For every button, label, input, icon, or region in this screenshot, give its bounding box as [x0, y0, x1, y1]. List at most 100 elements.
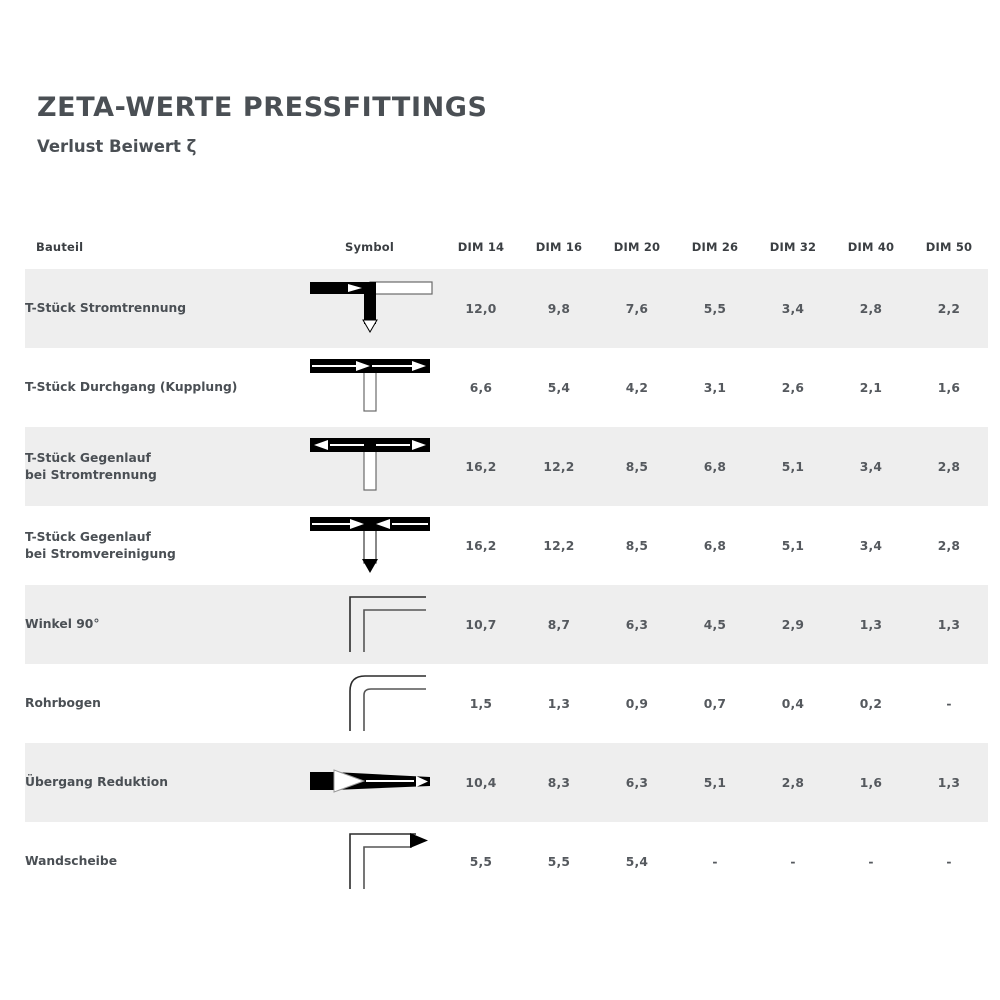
cell-value: 12,2: [520, 506, 598, 585]
cell-value: 0,7: [676, 664, 754, 743]
cell-value: 3,4: [832, 427, 910, 506]
cell-value: 3,4: [832, 506, 910, 585]
tee-counterflow-merge-icon: [304, 511, 436, 577]
cell-value: 4,5: [676, 585, 754, 664]
cell-value: 5,5: [520, 822, 598, 901]
cell-value: 12,2: [520, 427, 598, 506]
tee-branch-split-icon: [304, 274, 436, 340]
column-header-dim-14: DIM 14: [442, 225, 520, 269]
row-symbol: [297, 348, 442, 427]
cell-value: 1,3: [910, 585, 988, 664]
column-header-dim-50: DIM 50: [910, 225, 988, 269]
cell-value: -: [832, 822, 910, 901]
cell-value: -: [676, 822, 754, 901]
reducer-transition-icon: [304, 748, 436, 814]
cell-value: 1,3: [520, 664, 598, 743]
column-header-dim-16: DIM 16: [520, 225, 598, 269]
cell-value: 2,8: [910, 427, 988, 506]
row-label: Wandscheibe: [25, 822, 297, 901]
row-symbol: [297, 427, 442, 506]
row-label-line1: T-Stück Stromtrennung: [25, 301, 187, 316]
pipe-bend-round-icon: [304, 669, 436, 735]
cell-value: 3,4: [754, 269, 832, 348]
table-row: Übergang Reduktion: [25, 743, 988, 822]
zeta-values-table: Bauteil Symbol DIM 14 DIM 16 DIM 20 DIM …: [25, 225, 988, 901]
row-label: Winkel 90°: [25, 585, 297, 664]
cell-value: 0,4: [754, 664, 832, 743]
cell-value: 8,5: [598, 506, 676, 585]
row-label-line1: T-Stück Gegenlauf: [25, 529, 151, 544]
cell-value: 7,6: [598, 269, 676, 348]
cell-value: 1,3: [832, 585, 910, 664]
column-header-dim-26: DIM 26: [676, 225, 754, 269]
table-body: T-Stück Stromtrennung: [25, 269, 988, 901]
cell-value: 9,8: [520, 269, 598, 348]
cell-value: -: [910, 664, 988, 743]
cell-value: 5,5: [442, 822, 520, 901]
table-row: T-Stück Gegenlauf bei Stromvereinigung: [25, 506, 988, 585]
cell-value: 5,4: [598, 822, 676, 901]
column-header-dim-20: DIM 20: [598, 225, 676, 269]
page-subtitle: Verlust Beiwert ζ: [37, 137, 197, 157]
row-label-line2: bei Stromvereinigung: [25, 546, 176, 561]
cell-value: 6,6: [442, 348, 520, 427]
cell-value: 0,2: [832, 664, 910, 743]
wall-plate-elbow-icon: [304, 827, 436, 893]
row-label: T-Stück Stromtrennung: [25, 269, 297, 348]
cell-value: 8,5: [598, 427, 676, 506]
table-row: Winkel 90° 10,7 8,7 6,3 4,5: [25, 585, 988, 664]
cell-value: 1,6: [910, 348, 988, 427]
cell-value: 5,1: [754, 427, 832, 506]
row-label-line1: Wandscheibe: [25, 854, 118, 869]
row-label: T-Stück Gegenlauf bei Stromtrennung: [25, 427, 297, 506]
cell-value: 2,8: [832, 269, 910, 348]
table-row: Rohrbogen 1,5 1,3 0,9 0,7: [25, 664, 988, 743]
column-header-dim-32: DIM 32: [754, 225, 832, 269]
cell-value: 5,1: [754, 506, 832, 585]
cell-value: 8,7: [520, 585, 598, 664]
cell-value: 2,2: [910, 269, 988, 348]
page-title: ZETA-WERTE PRESSFITTINGS: [37, 92, 488, 123]
cell-value: 2,8: [910, 506, 988, 585]
cell-value: -: [754, 822, 832, 901]
cell-value: 5,4: [520, 348, 598, 427]
row-label-line1: T-Stück Durchgang (Kupplung): [25, 380, 238, 395]
cell-value: 5,1: [676, 743, 754, 822]
row-symbol: [297, 269, 442, 348]
row-label: T-Stück Durchgang (Kupplung): [25, 348, 297, 427]
cell-value: 2,8: [754, 743, 832, 822]
column-header-symbol: Symbol: [297, 225, 442, 269]
row-label-line1: Rohrbogen: [25, 696, 101, 711]
cell-value: 1,5: [442, 664, 520, 743]
row-label-line1: Übergang Reduktion: [25, 775, 168, 790]
row-symbol: [297, 664, 442, 743]
cell-value: 16,2: [442, 427, 520, 506]
row-symbol: [297, 822, 442, 901]
tee-counterflow-split-icon: [304, 432, 436, 498]
cell-value: 10,4: [442, 743, 520, 822]
cell-value: -: [910, 822, 988, 901]
cell-value: 6,8: [676, 427, 754, 506]
header-row: Bauteil Symbol DIM 14 DIM 16 DIM 20 DIM …: [25, 225, 988, 269]
table-header: Bauteil Symbol DIM 14 DIM 16 DIM 20 DIM …: [25, 225, 988, 269]
column-header-bauteil: Bauteil: [25, 225, 297, 269]
row-symbol: [297, 585, 442, 664]
row-label: T-Stück Gegenlauf bei Stromvereinigung: [25, 506, 297, 585]
cell-value: 1,6: [832, 743, 910, 822]
cell-value: 2,9: [754, 585, 832, 664]
row-symbol: [297, 506, 442, 585]
cell-value: 2,1: [832, 348, 910, 427]
table-row: Wandscheibe 5,5 5,5 5,4 -: [25, 822, 988, 901]
table-row: T-Stück Durchgang (Kupplung): [25, 348, 988, 427]
row-label-line1: Winkel 90°: [25, 617, 100, 632]
row-symbol: [297, 743, 442, 822]
cell-value: 5,5: [676, 269, 754, 348]
cell-value: 10,7: [442, 585, 520, 664]
cell-value: 12,0: [442, 269, 520, 348]
row-label-line2: bei Stromtrennung: [25, 467, 157, 482]
row-label: Übergang Reduktion: [25, 743, 297, 822]
column-header-dim-40: DIM 40: [832, 225, 910, 269]
header-block: ZETA-WERTE PRESSFITTINGS Verlust Beiwert…: [37, 92, 737, 157]
tee-straight-through-icon: [304, 353, 436, 419]
